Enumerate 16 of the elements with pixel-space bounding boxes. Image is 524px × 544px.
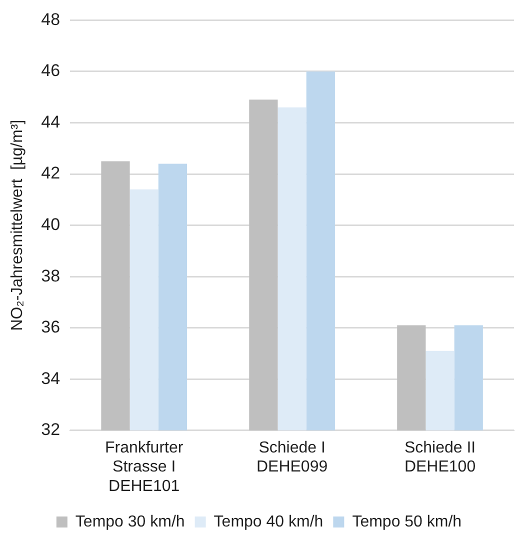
legend-label: Tempo 40 km/h [214, 513, 324, 530]
y-tick-label: 42 [41, 164, 60, 183]
y-axis-title: NO₂-Jahresmittelwert [µg/m³] [9, 120, 26, 331]
y-tick-label: 36 [41, 318, 60, 337]
y-tick-label: 34 [41, 368, 60, 388]
x-tick-label: Schiede II DEHE100 [404, 439, 476, 476]
legend-label: Tempo 50 km/h [352, 513, 462, 530]
x-tick-label: Schiede I DEHE099 [256, 439, 328, 476]
x-tick-label: Frankfurter Strasse I DEHE101 [104, 439, 184, 495]
y-tick-label: 46 [41, 61, 60, 80]
legend-label: Tempo 30 km/h [75, 513, 185, 530]
y-tick-label: 32 [41, 420, 60, 440]
y-tick-label: 44 [41, 112, 60, 132]
y-tick-label: 38 [41, 266, 60, 286]
y-tick-label: 40 [41, 214, 60, 234]
y-tick-label: 48 [41, 10, 60, 29]
